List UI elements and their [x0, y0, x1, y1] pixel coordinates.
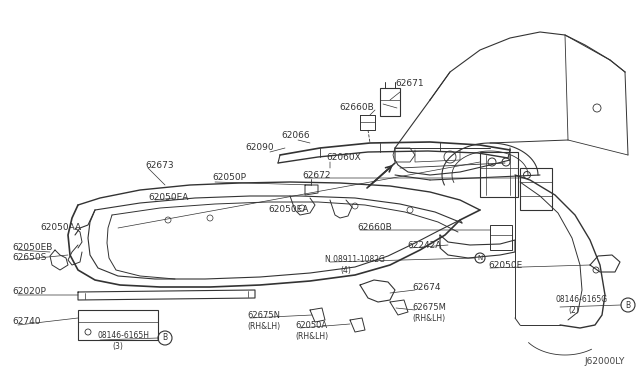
Text: 62020P: 62020P: [12, 288, 46, 296]
Text: 62671: 62671: [396, 78, 424, 87]
Text: 62050A: 62050A: [295, 321, 327, 330]
Text: 62050EB: 62050EB: [12, 244, 52, 253]
Text: 62660B: 62660B: [357, 224, 392, 232]
Text: 62675N: 62675N: [247, 311, 280, 320]
Text: (3): (3): [112, 341, 123, 350]
Text: (RH&LH): (RH&LH): [247, 321, 280, 330]
Text: 62673: 62673: [145, 160, 173, 170]
Text: J62000LY: J62000LY: [584, 357, 625, 366]
Text: (RH&LH): (RH&LH): [412, 314, 445, 323]
Text: 62650S: 62650S: [12, 253, 46, 263]
Text: 62090: 62090: [246, 144, 275, 153]
Text: B: B: [625, 301, 630, 310]
Bar: [78, 310, 158, 340]
Text: 62050E: 62050E: [488, 260, 522, 269]
Text: 62674: 62674: [412, 282, 440, 292]
Text: 62672: 62672: [302, 170, 330, 180]
Text: 62740: 62740: [12, 317, 40, 327]
Text: (4): (4): [340, 266, 351, 275]
Text: 62660B: 62660B: [340, 103, 374, 112]
Text: (2): (2): [568, 307, 579, 315]
Text: 62050AA: 62050AA: [40, 224, 81, 232]
Bar: [520, 168, 552, 210]
Bar: [490, 225, 512, 250]
Text: 62242A: 62242A: [407, 241, 442, 250]
Text: N: N: [477, 255, 483, 261]
Text: 62675M: 62675M: [412, 302, 446, 311]
Text: (RH&LH): (RH&LH): [295, 331, 328, 340]
Text: N 08911-1082G: N 08911-1082G: [325, 254, 385, 263]
Text: 62050EA: 62050EA: [148, 192, 188, 202]
Bar: [480, 152, 518, 197]
Text: B: B: [163, 334, 168, 343]
Text: 62050EA: 62050EA: [268, 205, 308, 215]
Text: 62066: 62066: [282, 131, 310, 140]
Text: 08146-6165H: 08146-6165H: [98, 330, 150, 340]
Text: 08146-6165G: 08146-6165G: [555, 295, 607, 305]
Bar: [380, 88, 400, 116]
Text: 62050P: 62050P: [212, 173, 246, 183]
Text: 62060X: 62060X: [326, 154, 361, 163]
